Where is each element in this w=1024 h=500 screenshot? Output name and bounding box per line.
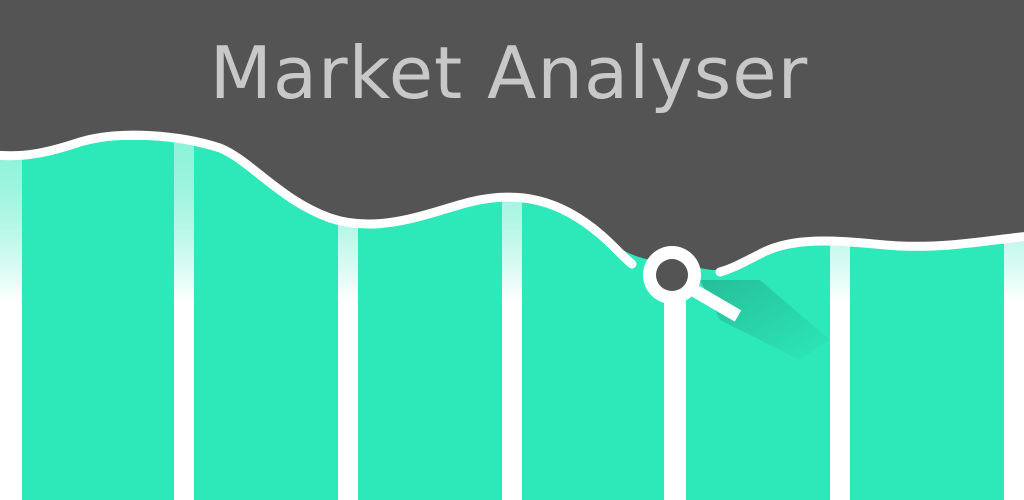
market-bar — [22, 140, 174, 500]
magnifier-shadow — [700, 280, 830, 360]
highlight-marker-line — [664, 300, 686, 500]
banner-dark-area — [0, 0, 1024, 270]
market-trend-line — [0, 130, 1024, 277]
app-title: Market Analyser — [209, 31, 809, 115]
search-icon — [643, 246, 742, 322]
